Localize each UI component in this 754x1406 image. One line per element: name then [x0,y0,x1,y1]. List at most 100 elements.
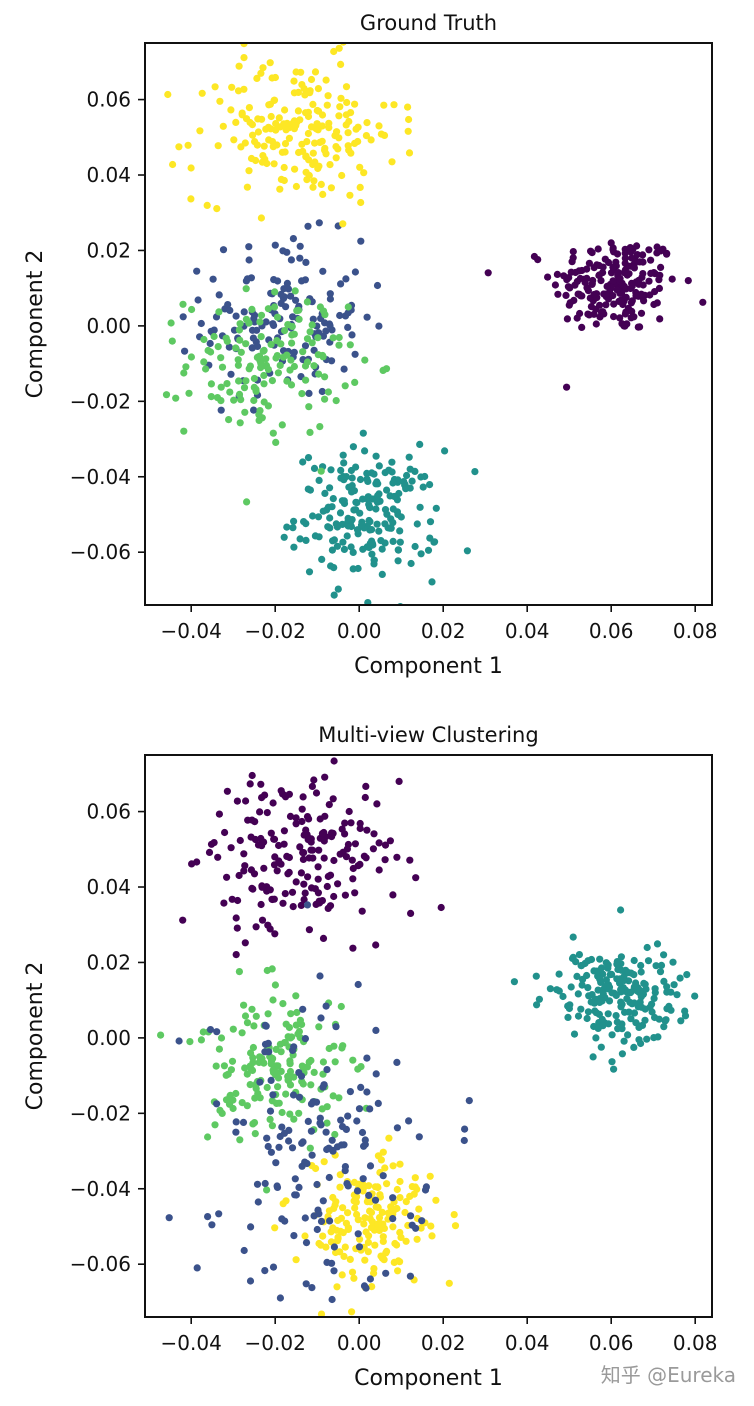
scatter-point [266,1107,275,1115]
scatter-point [323,1066,331,1074]
scatter-point [359,545,367,553]
scatter-point [337,1116,345,1124]
scatter-point [657,961,666,970]
scatter-point [283,279,291,287]
scatter-point [610,300,618,308]
scatter-point [344,1209,352,1217]
scatter-point [286,1060,294,1068]
scatter-point [381,1164,389,1172]
scatter-point [400,1320,407,1327]
scatter-point [303,358,312,366]
x-tick-label: 0.06 [589,619,634,643]
scatter-point [240,308,248,316]
scatter-point [327,466,335,474]
scatter-point [250,1022,258,1030]
scatter-point [217,383,225,391]
scatter-point [342,1219,350,1227]
y-tick-label: 0.00 [86,314,131,338]
scatter-point [375,839,383,847]
scatter-point [285,853,293,862]
scatter-point [620,322,628,330]
scatter-point [597,1043,605,1051]
scatter-point [302,536,310,545]
scatter-point [627,284,635,293]
scatter-point [369,845,377,853]
scatter-point [660,951,668,959]
scatter-point [344,129,352,137]
scatter-point [234,356,242,364]
scatter-point [264,1039,272,1047]
scatter-point [293,1008,301,1017]
scatter-point [362,132,370,140]
scatter-point [616,314,624,322]
scatter-point [578,323,586,331]
scatter-point [175,143,183,151]
scatter-point [309,315,317,323]
scatter-point [292,121,300,129]
scatter-point [301,276,309,284]
scatter-point [292,182,300,191]
scatter-point [330,1204,338,1212]
scatter-point [270,321,278,329]
scatter-point [292,296,300,304]
scatter-point [304,129,312,138]
scatter-point [267,340,275,348]
scatter-point [269,799,277,807]
scatter-point [340,1252,348,1260]
scatter-point [361,793,369,802]
scatter-point [613,250,622,258]
scatter-point [351,840,359,848]
scatter-point [277,787,285,795]
scatter-point [303,901,312,909]
scatter-point [623,995,631,1003]
scatter-point [241,408,249,416]
scatter-point [585,311,593,319]
scatter-point [655,1015,663,1023]
scatter-point [428,1232,436,1240]
scatter-point [179,916,187,924]
scatter-point [351,350,359,358]
scatter-point [585,992,593,1000]
scatter-point [298,390,306,398]
scatter-point [359,495,367,503]
scatter-point [229,1096,237,1104]
scatter-point [393,508,401,516]
scatter-point [366,518,374,526]
scatter-point [198,89,206,97]
scatter-point [588,249,596,257]
scatter-point [385,466,393,474]
scatter-point [635,276,643,285]
scatter-point [609,263,617,271]
scatter-point [613,958,621,966]
scatter-point [330,1042,338,1050]
scatter-point [211,83,219,91]
scatter-point [287,356,295,364]
scatter-point [327,184,335,192]
scatter-point [330,856,338,865]
scatter-point [252,385,260,393]
x-tick-label: −0.02 [245,1331,306,1355]
scatter-point [642,985,650,993]
scatter-point [304,1117,312,1125]
scatter-point [365,1232,373,1240]
scatter-point [292,820,300,828]
scatter-point [383,510,391,518]
scatter-point [428,578,436,586]
y-tick-label: 0.06 [86,88,131,112]
scatter-point [378,1254,386,1262]
scatter-point [637,993,645,1001]
scatter-point [250,870,259,878]
scatter-point [461,1125,469,1133]
scatter-point [264,402,272,410]
chart-panel-2: −0.04 −0.02 0.00 0.02 0.04 0.06 0.08 −0.06 −0.04… [23,723,717,1391]
scatter-point [269,1263,278,1271]
scatter-point [270,895,278,903]
scatter-point [344,303,352,311]
scatter-point [380,131,389,139]
scatter-point [390,101,398,109]
scatter-point [364,1238,372,1246]
scatter-point [426,518,435,526]
scatter-point [194,296,202,304]
scatter-point [299,348,307,356]
scatter-point [594,986,602,994]
